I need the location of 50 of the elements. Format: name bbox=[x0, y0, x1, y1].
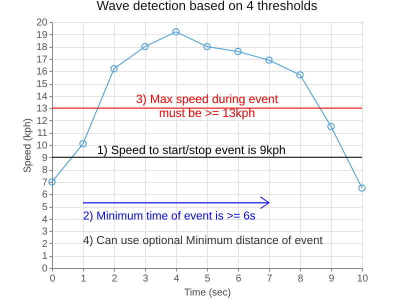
y-tick-label: 5 bbox=[42, 202, 48, 213]
x-tick-label: 4 bbox=[174, 274, 180, 284]
y-tick-label: 0 bbox=[42, 264, 48, 274]
y-tick-label: 11 bbox=[37, 128, 48, 140]
y-tick-label: 13 bbox=[36, 104, 48, 115]
x-tick-label: 1 bbox=[80, 274, 87, 284]
chart-title: Wave detection based on 4 thresholds bbox=[96, 0, 318, 13]
y-tick-label: 8 bbox=[42, 165, 48, 176]
point bbox=[265, 56, 273, 64]
y-axis-title: Speed (kph) bbox=[22, 118, 34, 173]
y-tick-label: 19 bbox=[36, 30, 48, 41]
ref-line-label: 3) Max speed during event must be >= 13kph bbox=[136, 92, 279, 120]
y-tick-label: 4 bbox=[42, 214, 48, 226]
point bbox=[234, 48, 242, 56]
x-tick-label: 7 bbox=[266, 274, 273, 284]
annotation: 2) Minimum time of event is >= 6s bbox=[83, 210, 256, 222]
point bbox=[358, 184, 366, 192]
x-tick-label: 8 bbox=[298, 274, 304, 284]
annotation: 4) Can use optional Minimum distance of event bbox=[83, 234, 324, 247]
y-tick-label: 6 bbox=[42, 190, 48, 201]
y-tick-label: 18 bbox=[36, 42, 48, 54]
x-tick-label: 9 bbox=[328, 274, 335, 284]
y-tick-label: 3 bbox=[42, 226, 48, 238]
point bbox=[79, 140, 87, 148]
y-tick-label: 15 bbox=[36, 79, 48, 90]
x-tick-label: 6 bbox=[236, 274, 242, 284]
x-tick-label: 3 bbox=[142, 274, 149, 284]
x-tick-label: 0 bbox=[50, 274, 56, 284]
x-tick-label: 10 bbox=[356, 274, 368, 284]
x-tick-label: 2 bbox=[112, 274, 118, 284]
y-tick-label: 10 bbox=[36, 140, 48, 152]
y-tick-label: 12 bbox=[36, 116, 48, 127]
y-tick-label: 9 bbox=[42, 152, 48, 164]
y-tick-label: 7 bbox=[42, 177, 48, 188]
ref-line-label: 1) Speed to start/stop event is 9kph bbox=[96, 142, 286, 157]
point bbox=[296, 71, 304, 79]
y-tick-label: 16 bbox=[36, 66, 48, 78]
x-tick-label: 5 bbox=[204, 274, 211, 284]
point bbox=[203, 42, 211, 50]
x-axis-title: Time (sec) bbox=[184, 288, 231, 298]
y-tick-label: 1 bbox=[42, 251, 48, 262]
point bbox=[110, 65, 118, 72]
y-tick-label: 14 bbox=[36, 91, 48, 102]
y-tick-label: 20 bbox=[36, 18, 48, 28]
point bbox=[141, 42, 149, 50]
y-tick-label: 2 bbox=[42, 238, 48, 250]
point bbox=[327, 122, 335, 130]
point bbox=[172, 28, 180, 36]
point bbox=[48, 178, 56, 186]
y-tick-label: 17 bbox=[36, 54, 48, 66]
